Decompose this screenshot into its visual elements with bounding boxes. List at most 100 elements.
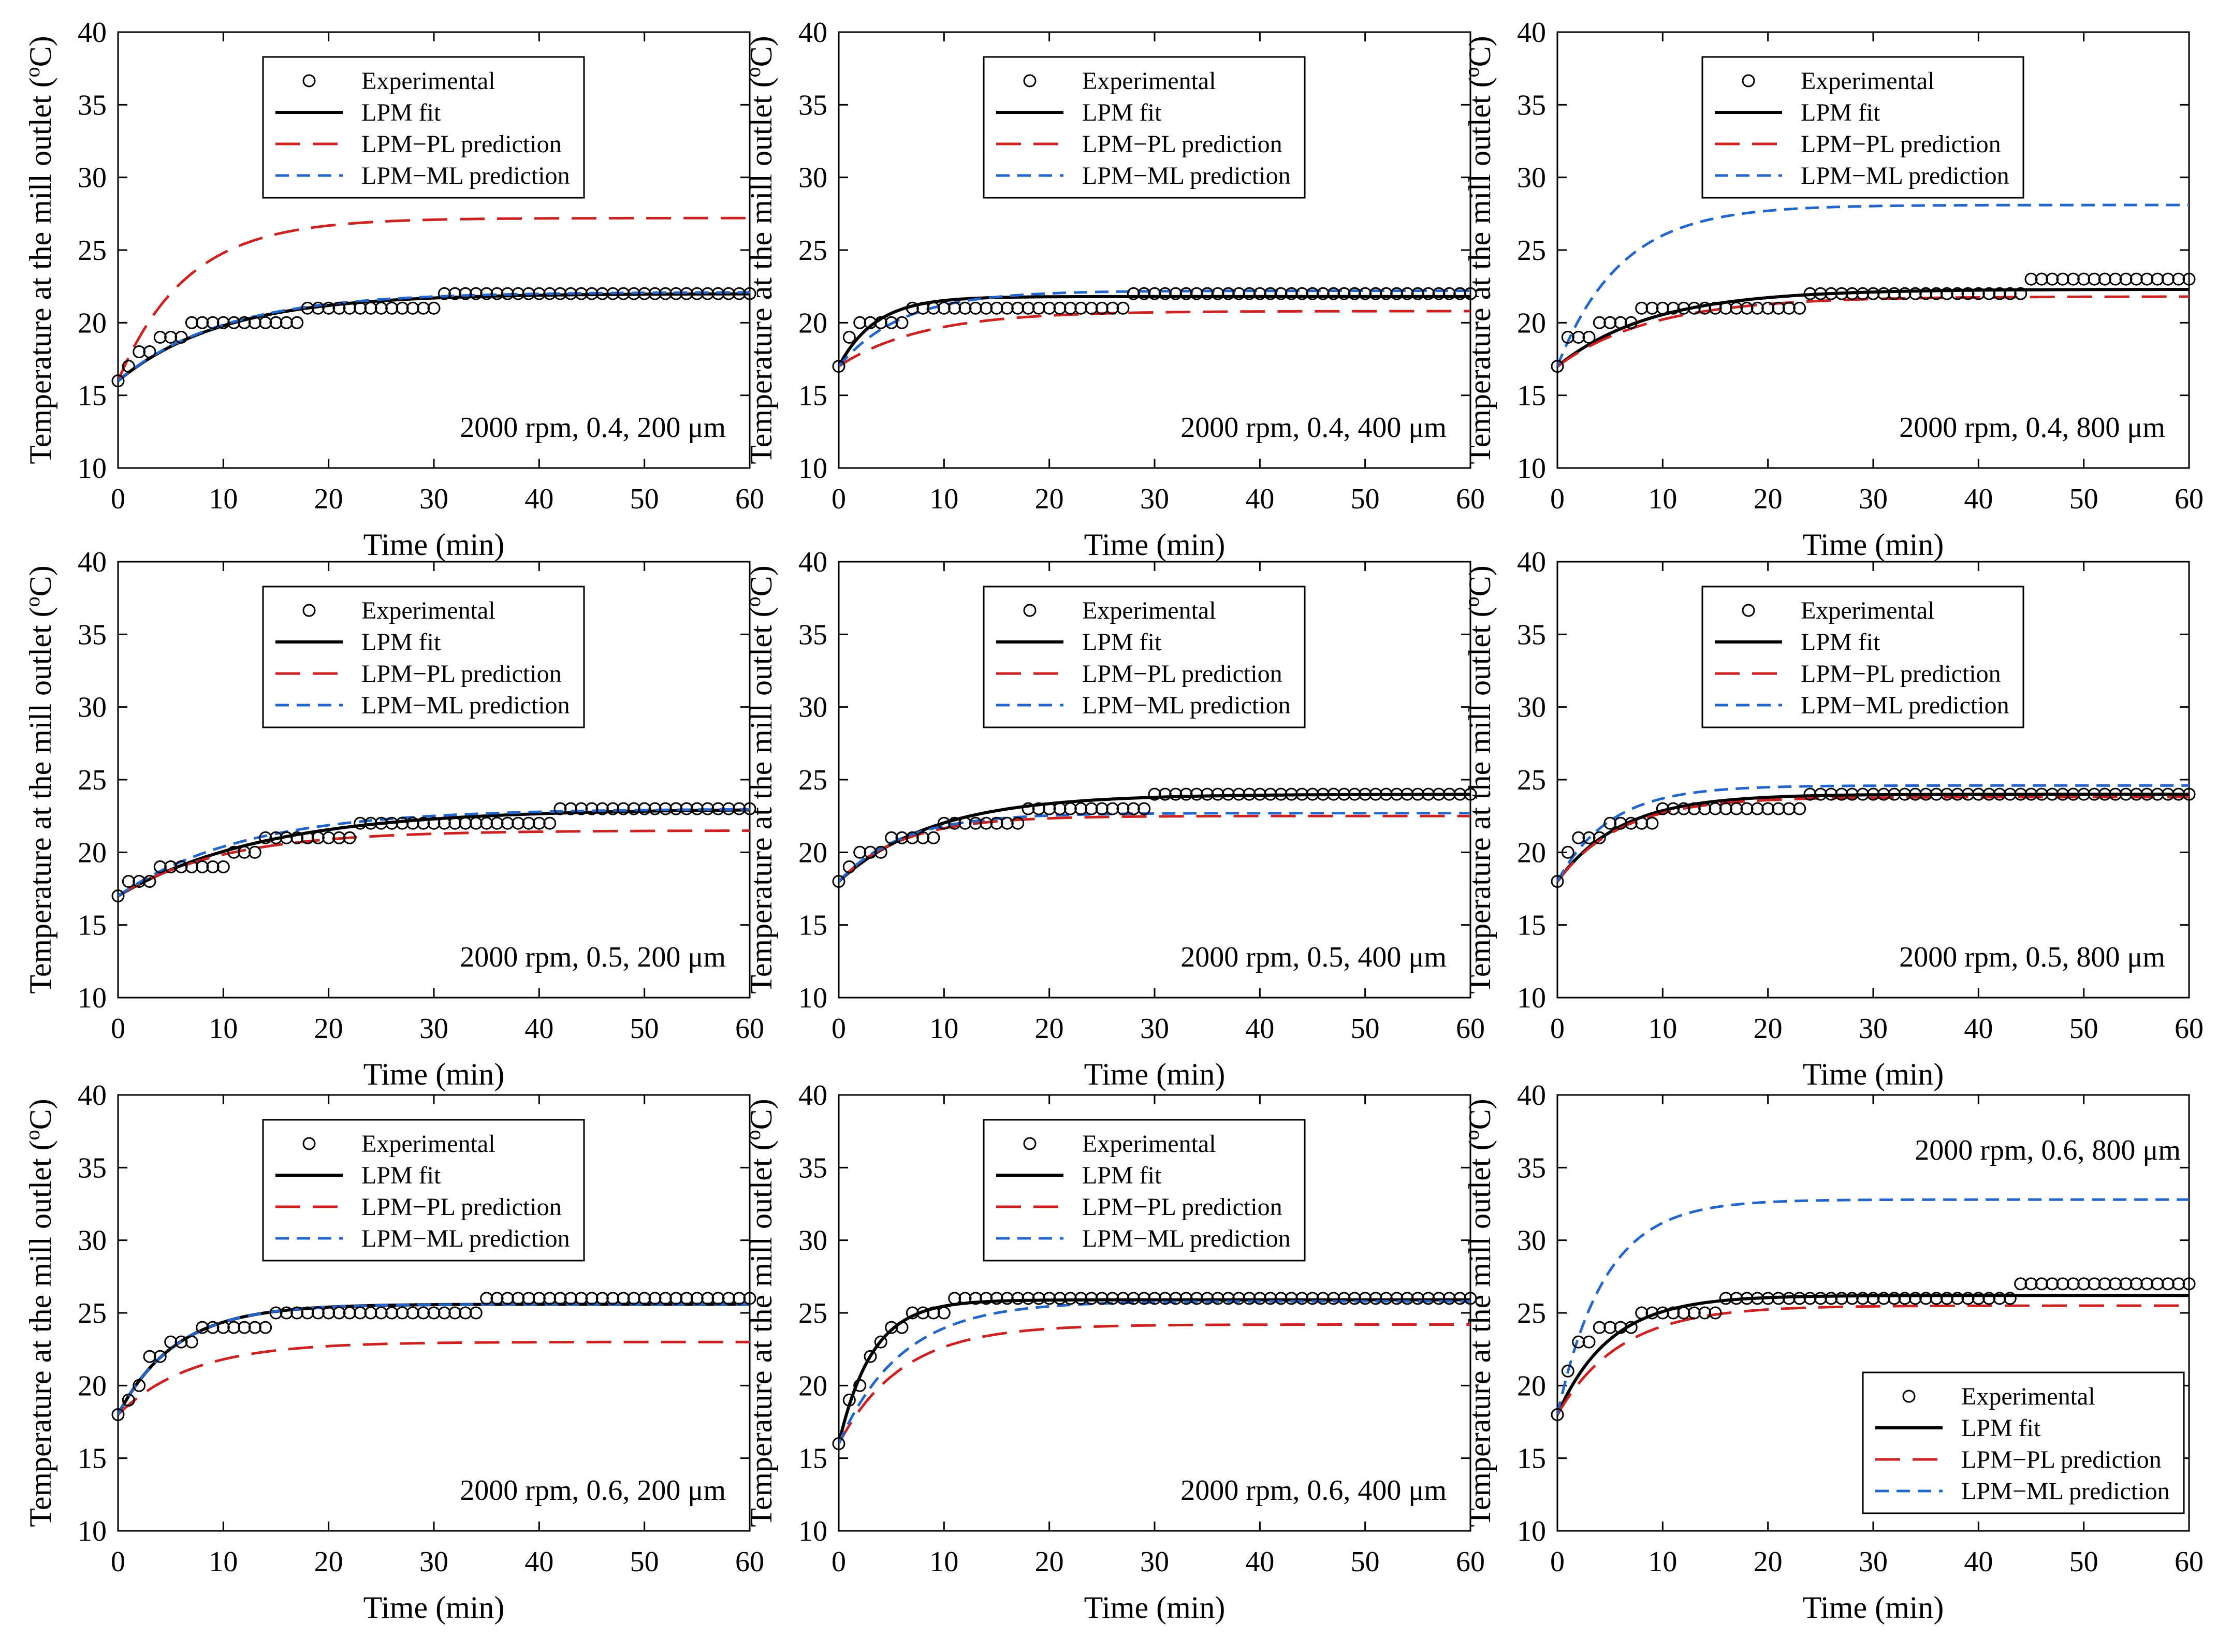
data-point xyxy=(1719,802,1732,815)
data-point xyxy=(1951,787,1964,801)
data-point xyxy=(1740,1292,1754,1305)
data-point xyxy=(1782,802,1796,815)
data-point xyxy=(1032,301,1045,315)
data-point xyxy=(2109,787,2122,801)
x-tick-label: 20 xyxy=(1035,483,1064,515)
data-point xyxy=(2119,787,2133,801)
x-tick-label: 50 xyxy=(1351,1546,1380,1578)
data-point xyxy=(1148,287,1161,300)
legend-label: Experimental xyxy=(1961,1383,2095,1410)
data-point xyxy=(1295,1292,1309,1305)
legend-label: LPM−ML prediction xyxy=(1082,162,1291,189)
legend-label: Experimental xyxy=(1801,597,1935,624)
panel-annotation: 2000 rpm, 0.5, 200 μm xyxy=(460,941,726,973)
legend-label: LPM fit xyxy=(361,99,441,126)
data-point xyxy=(111,889,125,902)
data-point xyxy=(2140,787,2154,801)
x-tick-label: 60 xyxy=(2175,1546,2204,1578)
data-point xyxy=(1211,1292,1224,1305)
data-point xyxy=(1274,787,1288,801)
legend-label: LPM−PL prediction xyxy=(361,130,562,158)
y-tick-label: 25 xyxy=(78,235,107,267)
data-point xyxy=(185,316,198,329)
data-point xyxy=(1316,1292,1330,1305)
y-tick-label: 15 xyxy=(798,910,827,942)
data-point xyxy=(311,831,325,844)
data-point xyxy=(2035,787,2048,801)
x-tick-label: 0 xyxy=(832,1546,846,1578)
data-point xyxy=(980,816,993,830)
data-point xyxy=(501,287,514,300)
data-point xyxy=(1603,816,1617,830)
data-point xyxy=(2140,1277,2154,1291)
data-point xyxy=(1359,1292,1372,1305)
y-tick-label: 35 xyxy=(78,619,107,651)
data-point xyxy=(512,287,525,300)
y-tick-label: 25 xyxy=(798,1297,827,1329)
data-point xyxy=(2066,1277,2080,1291)
data-point xyxy=(427,301,441,315)
data-point xyxy=(196,860,209,873)
data-point xyxy=(1961,1292,1975,1305)
y-tick-label: 35 xyxy=(1517,1152,1546,1184)
data-point xyxy=(153,330,167,344)
data-point xyxy=(1951,287,1964,300)
legend-marker xyxy=(302,604,316,617)
data-point xyxy=(1614,316,1627,329)
data-point xyxy=(927,301,940,315)
data-point xyxy=(1856,1292,1870,1305)
data-point xyxy=(1972,787,1985,801)
data-point xyxy=(227,1321,241,1334)
data-point xyxy=(1422,787,1435,801)
y-tick-label: 20 xyxy=(78,1370,107,1402)
data-point xyxy=(1000,1292,1014,1305)
data-point xyxy=(1687,802,1701,815)
data-point xyxy=(1972,1292,1985,1305)
data-point xyxy=(916,831,930,844)
legend-label: LPM fit xyxy=(1082,99,1162,126)
data-point xyxy=(638,802,651,815)
legend: Experimental LPM fit LPM−PL prediction LPM−… xyxy=(1862,1371,2185,1514)
data-point xyxy=(2077,787,2091,801)
data-point xyxy=(216,1321,230,1334)
data-point xyxy=(216,316,230,329)
data-point xyxy=(1464,1292,1477,1305)
data-point xyxy=(1000,816,1014,830)
data-point xyxy=(648,1292,662,1305)
data-point xyxy=(1993,287,2006,300)
data-point xyxy=(585,1292,599,1305)
y-tick-label: 20 xyxy=(78,837,107,869)
data-point xyxy=(1464,287,1477,300)
y-tick-label: 10 xyxy=(798,982,827,1014)
data-point xyxy=(895,316,909,329)
data-point xyxy=(1677,1306,1690,1320)
data-point xyxy=(280,831,293,844)
data-point xyxy=(1401,287,1414,300)
data-point xyxy=(1243,1292,1256,1305)
legend-label: LPM−PL prediction xyxy=(1082,1193,1282,1221)
data-point xyxy=(1137,802,1151,815)
data-point xyxy=(2046,787,2059,801)
data-point xyxy=(164,1335,178,1349)
data-point xyxy=(1624,316,1638,329)
data-point xyxy=(874,845,887,859)
data-point xyxy=(1022,301,1035,315)
data-point xyxy=(227,845,241,859)
x-tick-label: 0 xyxy=(111,483,125,515)
x-tick-label: 0 xyxy=(832,1013,846,1045)
x-tick-label: 10 xyxy=(929,483,958,515)
data-point xyxy=(122,875,135,888)
data-point xyxy=(1095,802,1108,815)
data-point xyxy=(1011,301,1025,315)
data-point xyxy=(853,845,867,859)
data-point xyxy=(2024,787,2038,801)
data-point xyxy=(1814,787,1827,801)
x-tick-label: 30 xyxy=(1859,1013,1888,1045)
data-point xyxy=(1572,1335,1585,1349)
data-point xyxy=(885,831,898,844)
data-point xyxy=(1137,1292,1151,1305)
legend: Experimental LPM fit LPM−PL prediction LPM−… xyxy=(262,56,585,199)
data-point xyxy=(1043,802,1056,815)
series-line xyxy=(118,292,750,382)
